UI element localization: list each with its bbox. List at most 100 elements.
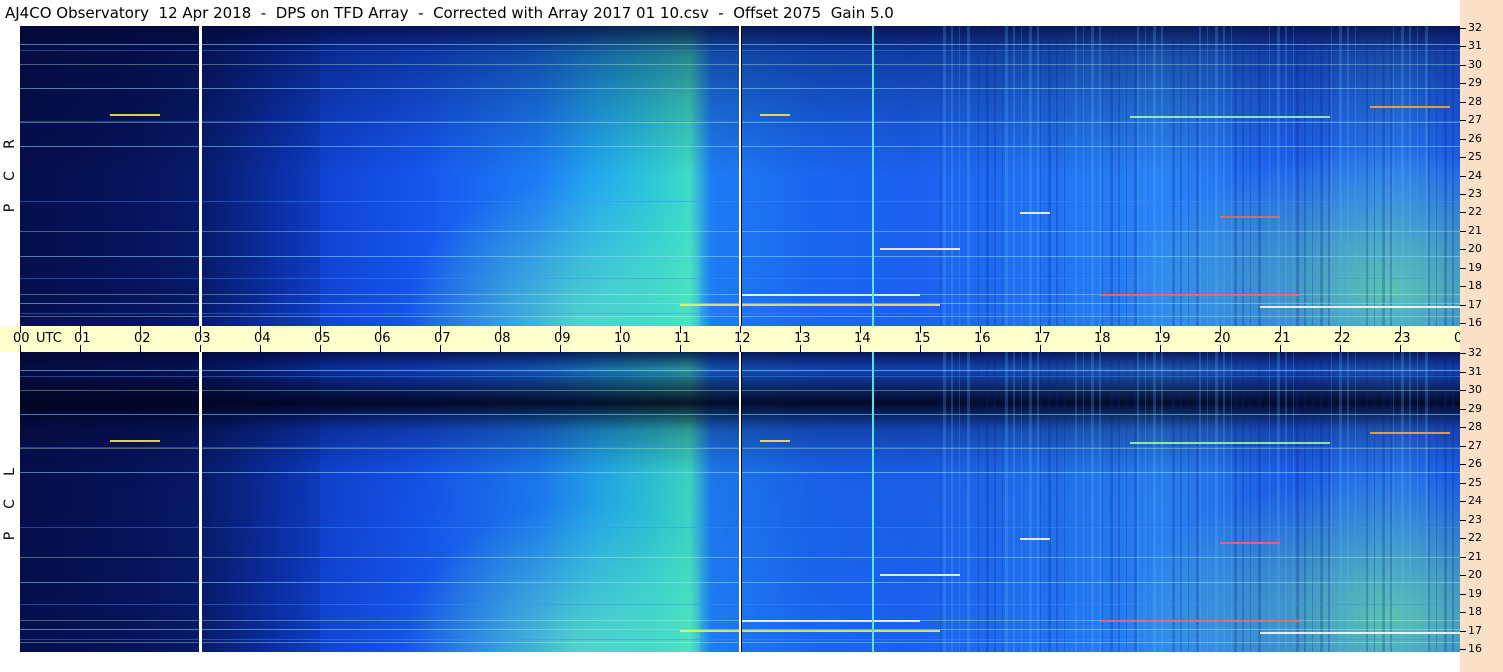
interference-stripe	[1304, 352, 1306, 652]
interference-stripe	[1040, 26, 1041, 326]
time-tick-label: 15	[914, 331, 931, 346]
time-tick-mark	[80, 345, 81, 352]
time-tick-label: 13	[794, 331, 811, 346]
freq-tick-mark	[1460, 556, 1466, 558]
freq-tick-label: 28	[1468, 420, 1482, 433]
time-tick-mark	[980, 326, 981, 333]
time-tick-label: 22	[1334, 331, 1351, 346]
freq-tick-label: 24	[1468, 168, 1482, 182]
freq-tick-mark	[1460, 28, 1466, 29]
interference-stripe	[1269, 352, 1270, 652]
freq-tick-mark	[1460, 64, 1466, 66]
interference-stripe	[1180, 352, 1182, 652]
freq-tick-label: 25	[1468, 150, 1482, 164]
interference-stripe	[1075, 26, 1077, 326]
freq-tick-mark	[1460, 46, 1466, 48]
interference-stripe	[1153, 26, 1156, 326]
rfi-streak	[760, 440, 790, 442]
rfi-streak	[1370, 432, 1450, 434]
time-tick-mark	[200, 345, 201, 352]
interference-stripe	[1417, 352, 1418, 652]
rfi-streak	[760, 114, 790, 116]
interference-stripe	[1005, 26, 1008, 326]
interference-stripe	[1172, 26, 1175, 326]
interference-stripe	[1347, 352, 1349, 652]
interference-stripe	[943, 352, 946, 652]
freq-tick-label: 16	[1468, 316, 1482, 329]
interference-stripe	[1145, 26, 1146, 326]
time-tick-label: 17	[1034, 331, 1051, 346]
interference-stripe	[1234, 352, 1237, 652]
interference-stripe	[1188, 26, 1189, 326]
interference-stripe	[1452, 26, 1454, 326]
time-tick-label: 18	[1094, 331, 1111, 346]
evening-glow	[1120, 472, 1460, 652]
interference-stripe	[1196, 352, 1199, 652]
interference-stripe	[940, 352, 941, 652]
interference-stripe	[1207, 26, 1208, 326]
time-tick-mark	[320, 345, 321, 352]
interference-stripe	[1296, 352, 1299, 652]
time-tick-label: 19	[1154, 331, 1171, 346]
interference-stripe	[1134, 352, 1137, 652]
interference-stripe	[1180, 26, 1182, 326]
interference-stripe	[1296, 26, 1299, 326]
time-tick-mark	[80, 326, 81, 333]
freq-tick-mark	[1460, 138, 1466, 140]
freq-tick-mark	[1460, 649, 1466, 650]
interference-stripe	[1099, 26, 1101, 326]
freq-tick-label: 29	[1468, 76, 1482, 90]
lcp-side-label: L C P	[0, 352, 20, 672]
rfi-streak	[110, 114, 160, 116]
interference-stripe	[1382, 352, 1385, 652]
freq-tick-label: 23	[1468, 512, 1482, 526]
interference-stripe	[1037, 352, 1039, 652]
interference-stripe	[1231, 26, 1232, 326]
time-marker-12-edge	[741, 352, 742, 652]
interference-stripe	[1137, 26, 1139, 326]
interference-stripe	[1048, 352, 1051, 652]
time-tick-label: 23	[1394, 331, 1411, 346]
time-tick-mark	[20, 326, 21, 333]
rfi-streak	[1260, 306, 1460, 308]
interference-stripe	[1328, 352, 1330, 652]
time-tick-mark	[1160, 326, 1161, 333]
interference-stripe	[1013, 352, 1015, 652]
freq-tick-label: 30	[1468, 57, 1482, 71]
time-marker-1412	[872, 352, 874, 652]
interference-stripe	[1002, 352, 1003, 652]
freq-tick-mark	[1460, 353, 1466, 354]
time-tick-label: 07	[434, 331, 451, 346]
freq-tick-label: 28	[1468, 94, 1482, 108]
freq-tick-mark	[1460, 445, 1466, 447]
interference-stripe	[1207, 352, 1208, 652]
freq-tick-label: 32	[1468, 21, 1482, 34]
interference-stripe	[1056, 352, 1058, 652]
freq-tick-label: 17	[1468, 623, 1482, 637]
interference-stripe	[1366, 26, 1368, 326]
interference-stripe	[1320, 26, 1323, 326]
time-tick-mark	[800, 345, 801, 352]
time-tick-label: 03	[194, 331, 211, 346]
interference-stripe	[994, 352, 996, 652]
interference-stripe	[1048, 26, 1051, 326]
interference-stripe	[1428, 26, 1430, 326]
time-tick-label: 08	[494, 331, 511, 346]
night-region	[20, 352, 320, 652]
interference-stripe	[1161, 26, 1163, 326]
interference-stripe	[1091, 352, 1094, 652]
freq-tick-label: 32	[1468, 346, 1482, 359]
interference-stripe	[1064, 26, 1065, 326]
interference-stripe	[1355, 352, 1356, 652]
time-tick-mark	[1100, 345, 1101, 352]
interference-stripe	[1269, 26, 1270, 326]
interference-stripe	[1425, 26, 1428, 326]
evening-glow	[1120, 146, 1460, 326]
interference-stripe	[1452, 352, 1454, 652]
time-tick-mark	[1220, 345, 1221, 352]
time-tick-mark	[1340, 345, 1341, 352]
interference-stripe	[1312, 352, 1313, 652]
interference-stripe	[1075, 352, 1077, 652]
midday-glow	[400, 176, 700, 326]
time-tick-mark	[440, 345, 441, 352]
